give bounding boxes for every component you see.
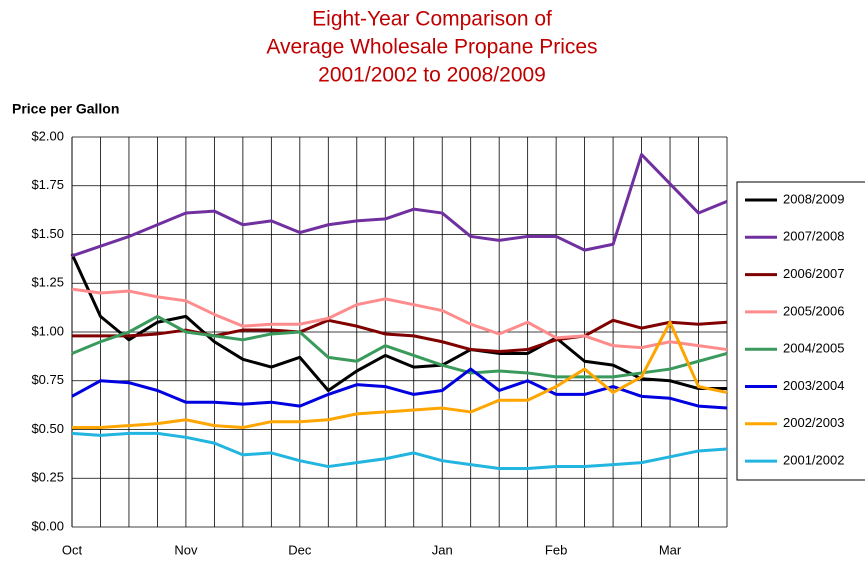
legend-box [736,181,865,481]
legend-label: 2004/2005 [783,341,844,356]
legend-label: 2006/2007 [783,266,844,281]
y-tick-label: $0.25 [31,470,64,485]
chart-title: 2001/2002 to 2008/2009 [318,64,546,87]
legend-label: 2008/2009 [783,191,844,206]
series-line [70,253,727,392]
y-tick-label: $0.50 [31,421,64,436]
series-line [72,320,728,430]
series-line [71,314,728,379]
legend-label: 2001/2002 [783,453,844,468]
x-tick-label: Jan [432,542,453,557]
y-axis-label: Price per Gallon [12,101,119,117]
legend-label: 2005/2006 [783,303,844,318]
x-tick-label: Nov [174,542,198,557]
series-line [71,431,728,470]
chart-title: Eight-Year Comparison of [312,8,552,31]
x-tick-label: Feb [545,542,567,557]
chart-title: Average Wholesale Propane Prices [266,36,597,59]
series-line [71,153,728,258]
x-tick-label: Dec [288,542,312,557]
x-tick-label: Oct [62,542,83,557]
series-line [71,287,728,352]
y-tick-label: $2.00 [31,128,64,143]
legend-label: 2002/2003 [783,415,844,430]
legend-label: 2007/2008 [783,229,844,244]
y-tick-label: $1.75 [31,177,64,192]
legend-label: 2003/2004 [783,378,844,393]
x-tick-label: Mar [659,542,682,557]
y-tick-label: $1.25 [31,275,64,290]
y-tick-label: $0.00 [31,518,64,533]
y-tick-label: $0.75 [31,372,64,387]
y-tick-label: $1.00 [31,323,64,338]
y-tick-label: $1.50 [31,226,64,241]
